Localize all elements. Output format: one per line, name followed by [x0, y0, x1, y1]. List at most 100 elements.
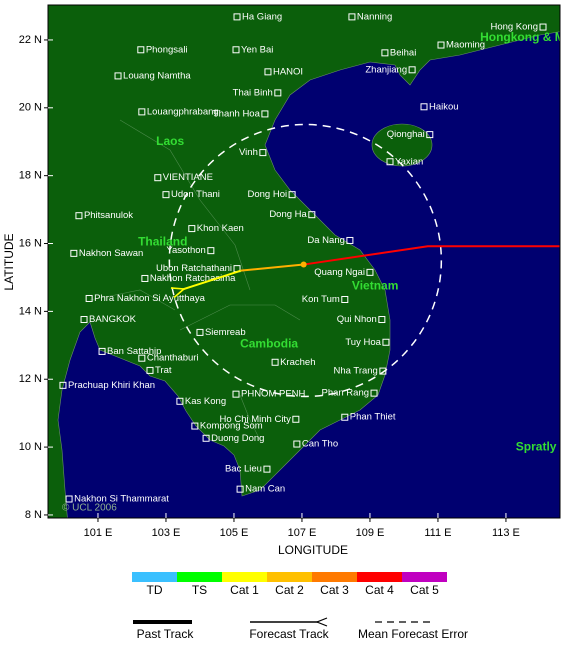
city-label: Kracheh	[280, 357, 315, 368]
city-marker	[426, 131, 434, 139]
city-label: Nanning	[357, 11, 392, 22]
city-label: Udon Thani	[171, 189, 220, 200]
category-label: TD	[147, 583, 163, 597]
city-label: Maoming	[446, 40, 485, 51]
x-tick-label: 109 E	[356, 527, 385, 539]
city-marker	[341, 413, 349, 421]
city-marker	[437, 41, 445, 49]
city-marker	[59, 381, 67, 389]
city-label: Khon Kaen	[197, 223, 244, 234]
category-label: Cat 5	[410, 583, 439, 597]
y-tick-label: 12 N	[19, 373, 42, 385]
city-label: BANGKOK	[89, 314, 137, 325]
city-label: Phan Thiet	[350, 412, 396, 423]
city-marker	[162, 191, 170, 199]
city-label: Nakhon Si Thammarat	[74, 494, 169, 505]
city-label: Prachuap Khiri Khan	[68, 380, 155, 391]
forecast-track	[183, 269, 242, 290]
borders	[89, 119, 301, 441]
city-label: Yaxian	[395, 156, 423, 167]
city-label: Louangphrabang	[147, 106, 219, 117]
city-label: Phitsanulok	[84, 210, 133, 221]
land	[48, 5, 560, 518]
city-marker	[191, 422, 199, 430]
x-tick-label: 113 E	[492, 527, 520, 539]
forecast-track	[240, 263, 304, 272]
city-label: Yen Bai	[241, 44, 273, 55]
city-marker	[196, 328, 204, 336]
y-tick-label: 14 N	[19, 305, 42, 317]
city-label: Hong Kong	[490, 22, 538, 33]
region-label: Hongkong & Ma	[480, 30, 572, 44]
y-tick-label: 8 N	[25, 509, 42, 521]
track-legend-label: Mean Forecast Error	[358, 627, 468, 641]
city-marker	[274, 89, 282, 97]
category-label: Cat 3	[320, 583, 349, 597]
city-marker	[207, 247, 215, 255]
city-label: Phan Rang	[321, 388, 369, 399]
city-marker	[137, 46, 145, 54]
city-label: Phongsali	[146, 44, 188, 55]
city-label: Thai Binh	[233, 87, 273, 98]
x-axis-label: LONGITUDE	[278, 543, 348, 557]
x-tick-label: 103 E	[152, 527, 181, 539]
city-marker	[233, 13, 241, 21]
city-marker	[408, 66, 416, 74]
city-marker	[232, 390, 240, 398]
city-label: Ha Giang	[242, 11, 282, 22]
city-marker	[386, 158, 394, 166]
city-label: Tuy Hoa	[345, 337, 381, 348]
city-marker	[114, 72, 122, 80]
city-marker	[370, 389, 378, 397]
region-label: Spratly	[516, 439, 557, 453]
city-marker	[348, 13, 356, 21]
y-tick-label: 10 N	[19, 441, 42, 453]
city-marker	[292, 415, 300, 423]
city-marker	[346, 236, 354, 244]
region-label: Cambodia	[240, 336, 298, 350]
city-marker	[85, 294, 93, 302]
city-label: Zhanjiang	[365, 64, 407, 75]
city-label: Trat	[155, 365, 172, 376]
city-marker	[80, 316, 88, 324]
city-label: Vinh	[239, 147, 258, 158]
city-label: Qui Nhon	[337, 314, 377, 325]
city-label: Bac Lieu	[225, 464, 262, 475]
map-frame	[47, 4, 561, 519]
city-label: Yasothon	[166, 245, 205, 256]
city-label: Louang Namtha	[123, 70, 191, 81]
y-tick-label: 22 N	[19, 34, 42, 46]
city-label: Siemreab	[205, 327, 246, 338]
city-label: Quang Ngai	[314, 267, 365, 278]
city-marker	[236, 485, 244, 493]
city-label: Phra Nakhon Si Ayutthaya	[94, 293, 205, 304]
city-marker	[288, 191, 296, 199]
city-label: Ban Sattahip	[107, 346, 161, 357]
city-label: Duong Dong	[211, 433, 264, 444]
city-marker	[232, 46, 240, 54]
city-marker	[381, 49, 389, 57]
city-marker	[308, 211, 316, 219]
x-tick-label: 111 E	[424, 527, 451, 539]
city-marker	[176, 397, 184, 405]
city-label: Nakhon Sawan	[79, 248, 143, 259]
x-tick-label: 107 E	[288, 527, 317, 539]
city-marker	[141, 274, 149, 282]
past-track	[303, 245, 560, 266]
city-label: PHNOM PENH	[241, 389, 306, 400]
city-marker	[188, 225, 196, 233]
city-marker	[75, 212, 83, 220]
category-label: Cat 1	[230, 583, 259, 597]
track-legend-label: Past Track	[137, 627, 195, 641]
city-label: Nha Trang	[333, 366, 377, 377]
city-marker	[261, 110, 269, 118]
city-marker	[65, 495, 73, 503]
city-marker	[70, 249, 78, 257]
city-label: Dong Ha	[269, 209, 307, 220]
city-marker	[263, 465, 271, 473]
hainan-island	[371, 123, 433, 167]
category-label: TS	[192, 583, 207, 597]
category-swatch	[177, 572, 222, 582]
category-label: Cat 2	[275, 583, 304, 597]
city-marker	[539, 23, 547, 31]
